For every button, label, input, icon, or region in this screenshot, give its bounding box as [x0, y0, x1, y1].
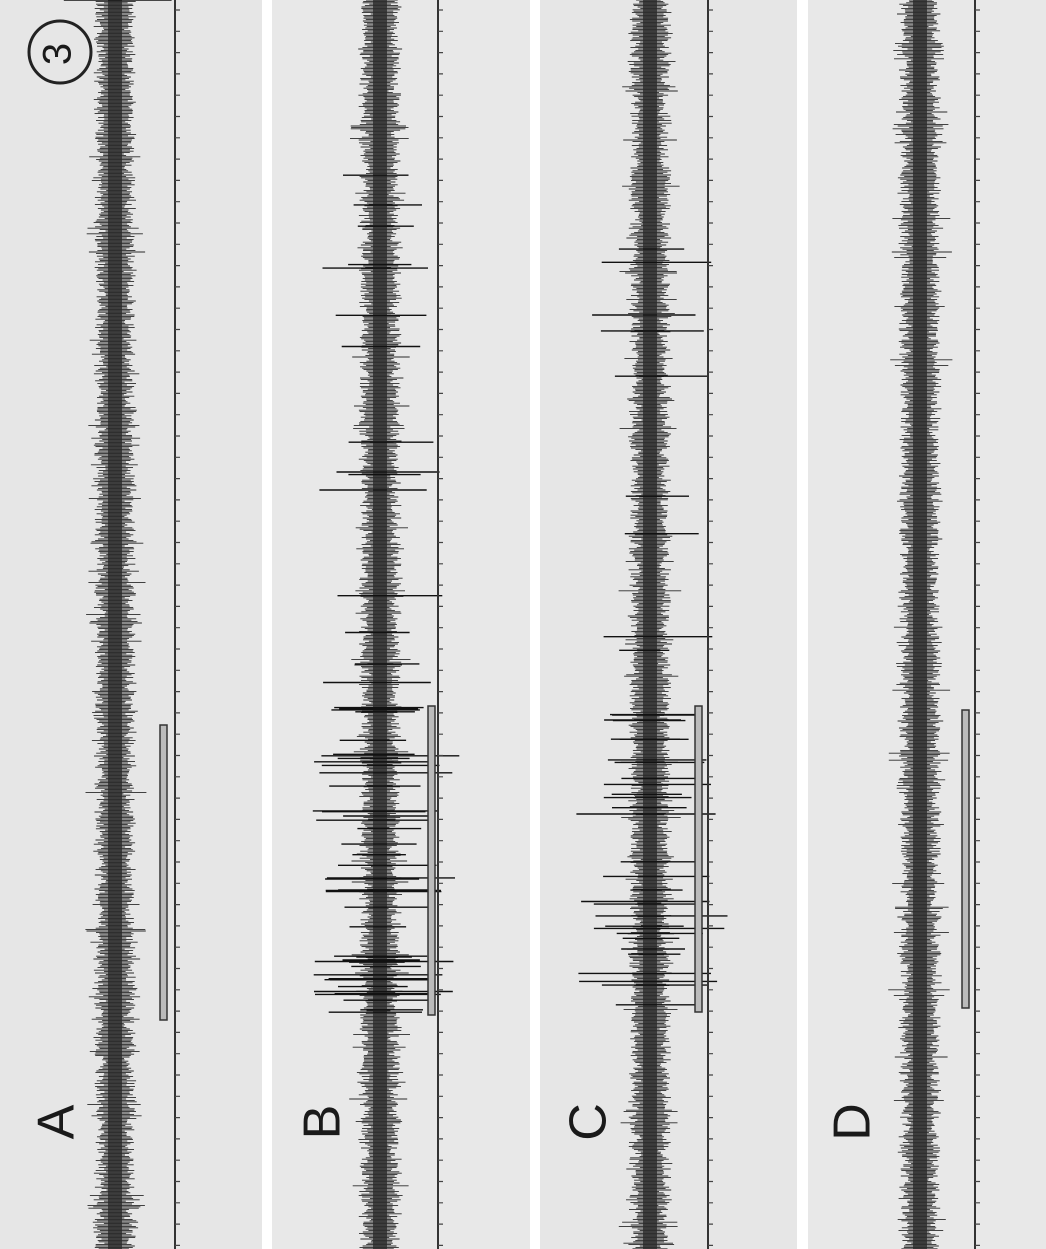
noise-core — [643, 0, 657, 1249]
stimulus-bar — [962, 710, 969, 1008]
panel-b-bg — [272, 0, 530, 1249]
noise-core — [373, 0, 387, 1249]
stimulus-bar — [160, 725, 167, 1020]
panel-label: B — [294, 1105, 352, 1140]
figure: 3 A B C D — [0, 0, 1046, 1249]
panel-label: A — [28, 1104, 86, 1139]
figure-number: 3 — [36, 43, 80, 65]
noise-core — [913, 0, 927, 1249]
noise-core — [108, 0, 122, 1249]
stimulus-bar — [695, 706, 702, 1012]
panel-label: D — [824, 1103, 882, 1141]
panel-label: C — [560, 1103, 618, 1141]
panel-c-bg — [540, 0, 797, 1249]
stimulus-bar — [428, 706, 435, 1015]
